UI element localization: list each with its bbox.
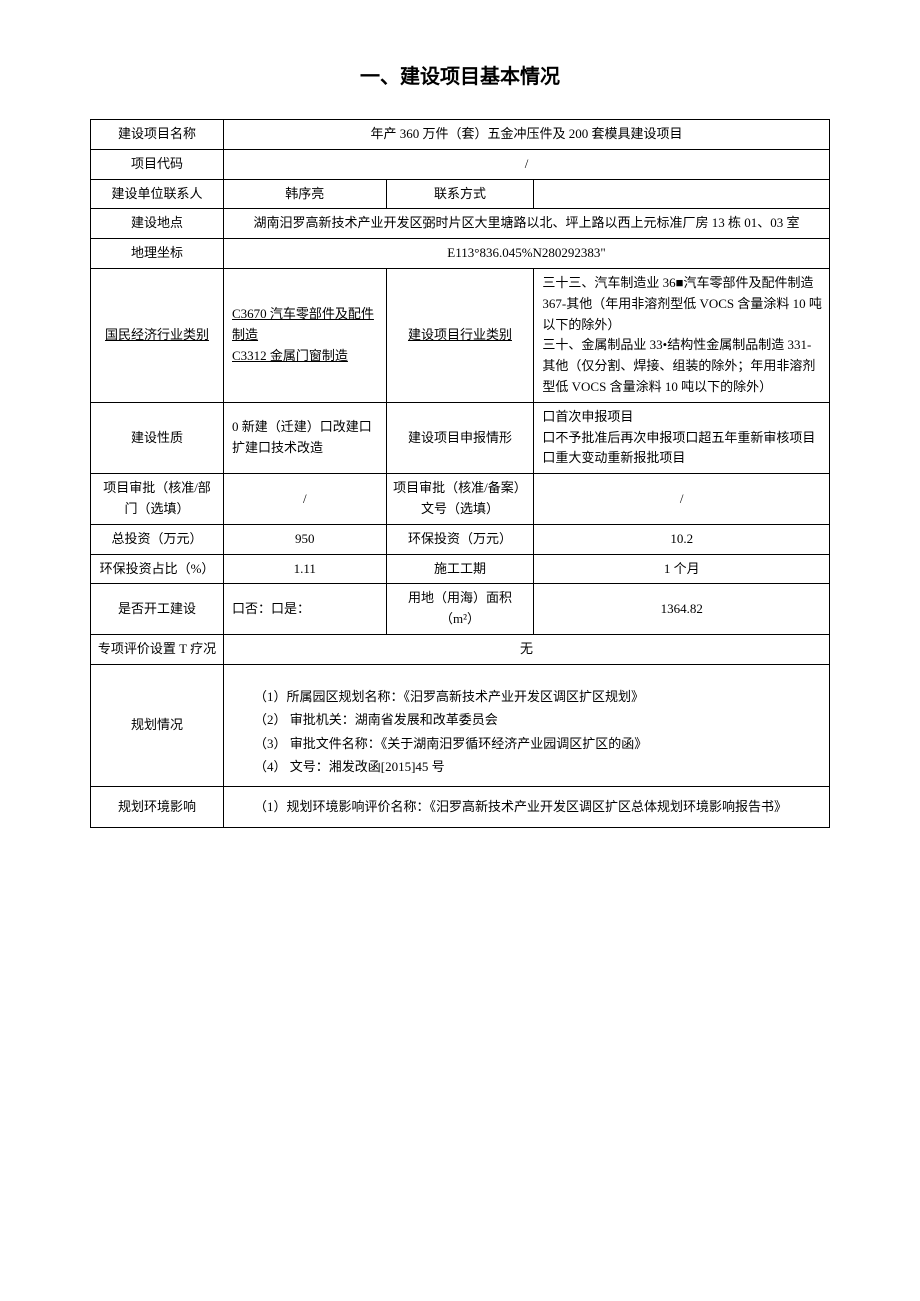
land-area-value: 1364.82 bbox=[534, 584, 830, 635]
special-eval-label: 专项评价设置 T 疗况 bbox=[91, 634, 224, 664]
contact-method-label: 联系方式 bbox=[386, 179, 534, 209]
construction-period-label: 施工工期 bbox=[386, 554, 534, 584]
construction-nature-value: 0 新建（迁建）口改建口扩建口技术改造 bbox=[224, 402, 387, 473]
special-eval-value: 无 bbox=[224, 634, 830, 664]
project-code-label: 项目代码 bbox=[91, 149, 224, 179]
planning-env-label: 规划环境影响 bbox=[91, 787, 224, 827]
table-row: 规划情况 （1）所属园区规划名称：《汨罗高新技术产业开发区调区扩区规划》 （2）… bbox=[91, 664, 830, 787]
project-industry-label: 建设项目行业类别 bbox=[386, 268, 534, 402]
env-ratio-value: 1.11 bbox=[224, 554, 387, 584]
application-type-label: 建设项目申报情形 bbox=[386, 402, 534, 473]
table-row: 建设地点 湖南汨罗高新技术产业开发区弼时片区大里塘路以北、坪上路以西上元标准厂房… bbox=[91, 209, 830, 239]
approval-number-label: 项目审批（核准/备案）文号（选填） bbox=[386, 474, 534, 525]
table-row: 建设性质 0 新建（迁建）口改建口扩建口技术改造 建设项目申报情形 口首次申报项… bbox=[91, 402, 830, 473]
table-row: 是否开工建设 口否：口是： 用地（用海）面积（m²） 1364.82 bbox=[91, 584, 830, 635]
table-row: 专项评价设置 T 疗况 无 bbox=[91, 634, 830, 664]
construction-period-value: 1 个月 bbox=[534, 554, 830, 584]
coordinates-value: E113°836.045%N280292383" bbox=[224, 239, 830, 269]
env-investment-label: 环保投资（万元） bbox=[386, 524, 534, 554]
planning-env-value: （1）规划环境影响评价名称：《汨罗高新技术产业开发区调区扩区总体规划环境影响报告… bbox=[224, 787, 830, 827]
total-investment-label: 总投资（万元） bbox=[91, 524, 224, 554]
contact-method-value bbox=[534, 179, 830, 209]
table-row: 项目审批（核准/部门（选填） / 项目审批（核准/备案）文号（选填） / bbox=[91, 474, 830, 525]
page-title: 一、建设项目基本情况 bbox=[90, 60, 830, 89]
approval-dept-label: 项目审批（核准/部门（选填） bbox=[91, 474, 224, 525]
table-row: 项目代码 / bbox=[91, 149, 830, 179]
contact-person-value: 韩序亮 bbox=[224, 179, 387, 209]
table-row: 建设项目名称 年产 360 万件（套）五金冲压件及 200 套模具建设项目 bbox=[91, 120, 830, 150]
project-info-table: 建设项目名称 年产 360 万件（套）五金冲压件及 200 套模具建设项目 项目… bbox=[90, 119, 830, 828]
application-type-value: 口首次申报项目 口不予批准后再次申报项口超五年重新审核项目口重大变动重新报批项目 bbox=[534, 402, 830, 473]
table-row: 规划环境影响 （1）规划环境影响评价名称：《汨罗高新技术产业开发区调区扩区总体规… bbox=[91, 787, 830, 827]
construction-nature-label: 建设性质 bbox=[91, 402, 224, 473]
location-value: 湖南汨罗高新技术产业开发区弼时片区大里塘路以北、坪上路以西上元标准厂房 13 栋… bbox=[224, 209, 830, 239]
planning-value: （1）所属园区规划名称：《汨罗高新技术产业开发区调区扩区规划》 （2） 审批机关… bbox=[224, 664, 830, 787]
table-row: 建设单位联系人 韩序亮 联系方式 bbox=[91, 179, 830, 209]
approval-number-value: / bbox=[534, 474, 830, 525]
env-ratio-label: 环保投资占比（%） bbox=[91, 554, 224, 584]
industry-category-label: 国民经济行业类别 bbox=[91, 268, 224, 402]
project-name-label: 建设项目名称 bbox=[91, 120, 224, 150]
approval-dept-value: / bbox=[224, 474, 387, 525]
table-row: 地理坐标 E113°836.045%N280292383" bbox=[91, 239, 830, 269]
started-label: 是否开工建设 bbox=[91, 584, 224, 635]
total-investment-value: 950 bbox=[224, 524, 387, 554]
location-label: 建设地点 bbox=[91, 209, 224, 239]
project-industry-value: 三十三、汽车制造业 36■汽车零部件及配件制造 367-其他（年用非溶剂型低 V… bbox=[534, 268, 830, 402]
table-row: 环保投资占比（%） 1.11 施工工期 1 个月 bbox=[91, 554, 830, 584]
table-row: 国民经济行业类别 C3670 汽车零部件及配件制造 C3312 金属门窗制造 建… bbox=[91, 268, 830, 402]
industry-category-value: C3670 汽车零部件及配件制造 C3312 金属门窗制造 bbox=[224, 268, 387, 402]
planning-label: 规划情况 bbox=[91, 664, 224, 787]
project-code-value: / bbox=[224, 149, 830, 179]
started-value: 口否：口是： bbox=[224, 584, 387, 635]
table-row: 总投资（万元） 950 环保投资（万元） 10.2 bbox=[91, 524, 830, 554]
project-name-value: 年产 360 万件（套）五金冲压件及 200 套模具建设项目 bbox=[224, 120, 830, 150]
env-investment-value: 10.2 bbox=[534, 524, 830, 554]
land-area-label: 用地（用海）面积（m²） bbox=[386, 584, 534, 635]
coordinates-label: 地理坐标 bbox=[91, 239, 224, 269]
contact-person-label: 建设单位联系人 bbox=[91, 179, 224, 209]
